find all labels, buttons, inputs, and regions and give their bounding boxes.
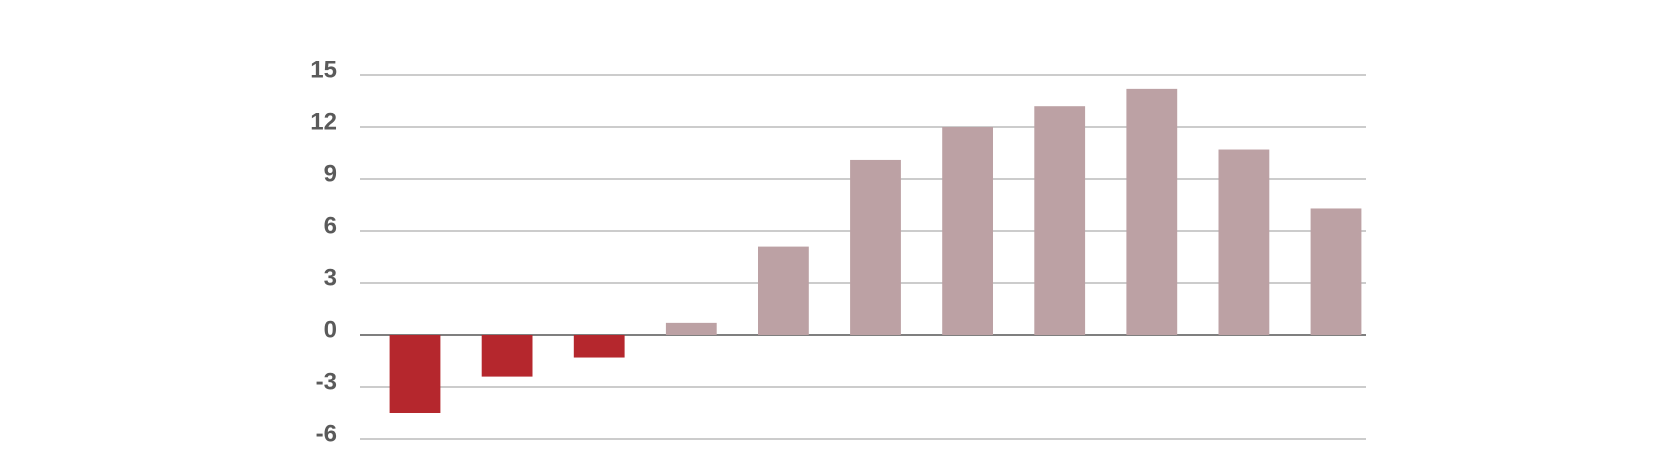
y-tick-label: 15 <box>310 56 337 83</box>
y-tick-label: 0 <box>324 316 337 343</box>
bar <box>758 246 809 335</box>
bar <box>1126 88 1178 335</box>
bar <box>389 335 441 413</box>
bar <box>850 159 901 335</box>
y-tick-label: -6 <box>316 420 337 447</box>
bar <box>665 322 717 335</box>
y-tick-label: 9 <box>324 160 337 187</box>
bar <box>1218 149 1270 335</box>
bar <box>1034 106 1086 335</box>
bar <box>1310 208 1362 335</box>
bar <box>573 335 625 358</box>
y-tick-label: 3 <box>324 264 337 291</box>
y-tick-label: 6 <box>324 212 337 239</box>
y-tick-label: -3 <box>316 368 337 395</box>
bar <box>942 127 993 335</box>
bar <box>481 335 533 377</box>
y-tick-label: 12 <box>310 108 337 135</box>
